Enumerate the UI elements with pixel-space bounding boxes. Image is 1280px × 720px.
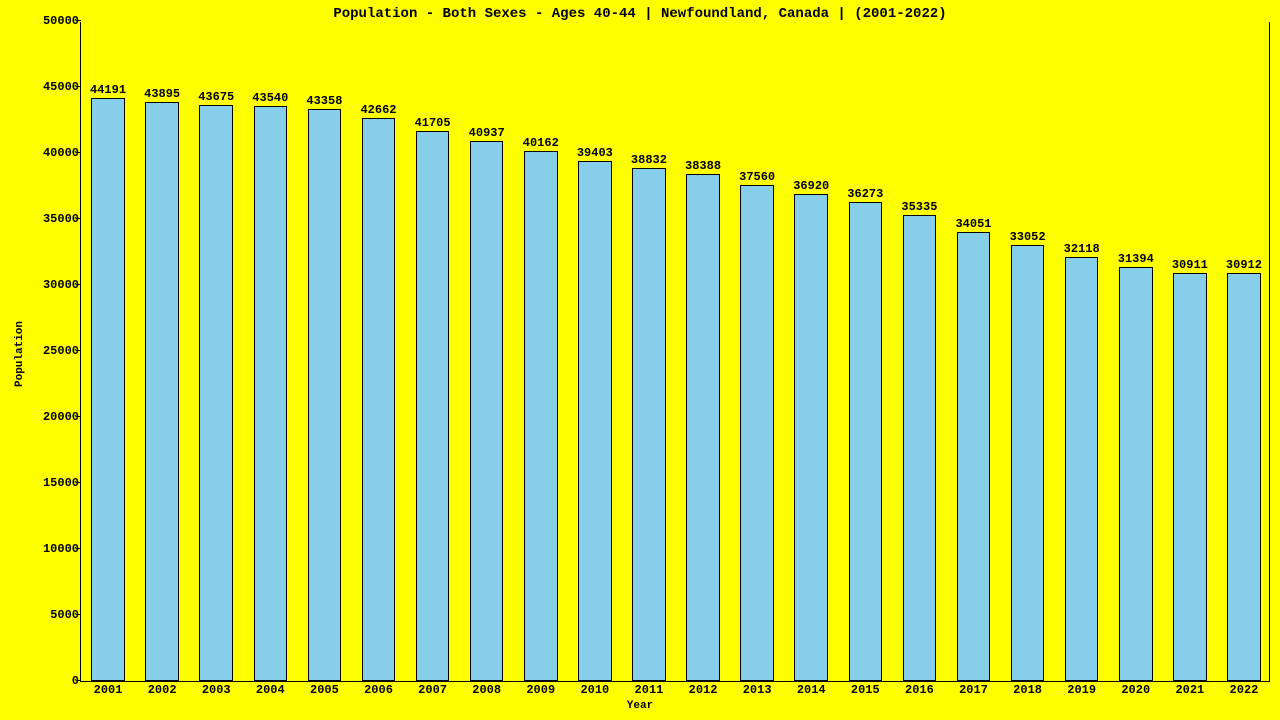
x-tick-label: 2004 [256, 681, 285, 697]
x-tick-label: 2015 [851, 681, 880, 697]
x-tick-label: 2008 [472, 681, 501, 697]
bar: 40162 [524, 151, 558, 681]
bar: 43358 [308, 109, 342, 681]
y-tick-label: 40000 [43, 146, 81, 160]
bar: 32118 [1065, 257, 1099, 681]
x-tick-label: 2002 [148, 681, 177, 697]
x-tick-label: 2013 [743, 681, 772, 697]
bar-value-label: 32118 [1064, 242, 1100, 258]
y-tick-label: 10000 [43, 542, 81, 556]
bar-value-label: 42662 [360, 103, 396, 119]
y-tick-label: 45000 [43, 80, 81, 94]
bar-value-label: 44191 [90, 83, 126, 99]
y-axis-label: Population [14, 321, 26, 387]
bar-value-label: 43675 [198, 90, 234, 106]
x-tick-label: 2010 [580, 681, 609, 697]
bar: 30912 [1227, 273, 1261, 681]
y-tick-mark [76, 20, 81, 21]
bar: 36273 [849, 202, 883, 681]
bar: 30911 [1173, 273, 1207, 681]
bar-value-label: 38832 [631, 153, 667, 169]
bar: 44191 [91, 98, 125, 681]
x-tick-label: 2007 [418, 681, 447, 697]
x-tick-label: 2020 [1121, 681, 1150, 697]
x-axis-label: Year [0, 700, 1280, 712]
x-tick-label: 2017 [959, 681, 988, 697]
bar-value-label: 43358 [306, 94, 342, 110]
bar: 43895 [145, 102, 179, 681]
bar-value-label: 34051 [955, 217, 991, 233]
y-tick-mark [76, 416, 81, 417]
bar: 39403 [578, 161, 612, 681]
y-tick-mark [76, 548, 81, 549]
y-tick-mark [76, 284, 81, 285]
chart-title: Population - Both Sexes - Ages 40-44 | N… [0, 6, 1280, 22]
y-tick-label: 15000 [43, 476, 81, 490]
y-tick-mark [76, 614, 81, 615]
x-tick-label: 2006 [364, 681, 393, 697]
bar: 43540 [254, 106, 288, 681]
bar-value-label: 39403 [577, 146, 613, 162]
x-tick-label: 2018 [1013, 681, 1042, 697]
bar-value-label: 40937 [469, 126, 505, 142]
y-tick-mark [76, 86, 81, 87]
y-tick-label: 50000 [43, 14, 81, 28]
bar-value-label: 36273 [847, 187, 883, 203]
bar: 38832 [632, 168, 666, 681]
y-tick-label: 0 [72, 674, 81, 688]
x-tick-label: 2011 [635, 681, 664, 697]
bar: 41705 [416, 131, 450, 682]
bar-value-label: 41705 [415, 116, 451, 132]
x-tick-label: 2009 [526, 681, 555, 697]
bar-value-label: 30912 [1226, 258, 1262, 274]
x-tick-label: 2014 [797, 681, 826, 697]
bar: 35335 [903, 215, 937, 681]
bar-value-label: 43540 [252, 91, 288, 107]
bar-value-label: 40162 [523, 136, 559, 152]
x-tick-label: 2003 [202, 681, 231, 697]
x-tick-label: 2005 [310, 681, 339, 697]
x-tick-label: 2016 [905, 681, 934, 697]
bar: 42662 [362, 118, 396, 681]
bar-value-label: 43895 [144, 87, 180, 103]
y-tick-mark [76, 218, 81, 219]
x-tick-label: 2021 [1175, 681, 1204, 697]
y-tick-mark [76, 152, 81, 153]
bar: 40937 [470, 141, 504, 681]
bar: 33052 [1011, 245, 1045, 681]
plot-area: 0500010000150002000025000300003500040000… [80, 22, 1270, 682]
bar: 34051 [957, 232, 991, 681]
bar: 37560 [740, 185, 774, 681]
bar-value-label: 35335 [901, 200, 937, 216]
bar-value-label: 38388 [685, 159, 721, 175]
bar: 31394 [1119, 267, 1153, 681]
y-tick-label: 35000 [43, 212, 81, 226]
y-tick-mark [76, 680, 81, 681]
y-tick-label: 20000 [43, 410, 81, 424]
bar-value-label: 37560 [739, 170, 775, 186]
population-bar-chart: Population - Both Sexes - Ages 40-44 | N… [0, 0, 1280, 720]
bar: 38388 [686, 174, 720, 681]
y-tick-mark [76, 482, 81, 483]
x-tick-label: 2019 [1067, 681, 1096, 697]
y-tick-label: 5000 [50, 608, 81, 622]
bar-value-label: 33052 [1010, 230, 1046, 246]
y-tick-mark [76, 350, 81, 351]
bar: 36920 [794, 194, 828, 681]
y-tick-label: 25000 [43, 344, 81, 358]
bar-value-label: 31394 [1118, 252, 1154, 268]
bar-value-label: 36920 [793, 179, 829, 195]
y-tick-label: 30000 [43, 278, 81, 292]
bar: 43675 [199, 105, 233, 682]
x-tick-label: 2001 [94, 681, 123, 697]
x-tick-label: 2022 [1230, 681, 1259, 697]
bar-value-label: 30911 [1172, 258, 1208, 274]
x-tick-label: 2012 [689, 681, 718, 697]
